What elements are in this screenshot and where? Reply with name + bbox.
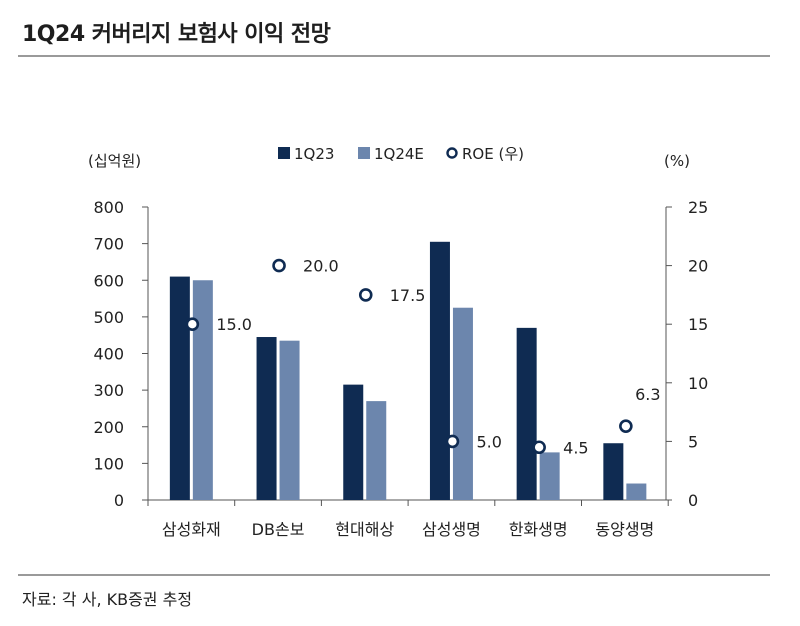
- chart-bars: 삼성화재 DB손보 현대해상 삼성생명 한화생명 동양생명: [162, 241, 654, 539]
- category-label: DB손보: [252, 520, 305, 539]
- right-tick-label: 15: [688, 315, 708, 334]
- right-axis-unit: (%): [664, 152, 690, 170]
- bar-1q23: [256, 337, 277, 500]
- bar-1q24e: [366, 401, 387, 500]
- category-label: 삼성생명: [422, 520, 481, 539]
- left-tick-label: 100: [93, 454, 124, 473]
- right-tick-label: 5: [688, 432, 698, 451]
- left-axis-unit: (십억원): [88, 152, 141, 170]
- footer-divider: [18, 574, 770, 576]
- bar-1q24e: [452, 307, 473, 500]
- bar-1q23: [343, 384, 364, 500]
- left-tick-label: 700: [93, 235, 124, 254]
- source-note: 자료: 각 사, KB증권 추정: [22, 590, 193, 609]
- roe-point: [532, 440, 546, 455]
- roe-point: [272, 258, 286, 273]
- legend-swatch-1q23: [278, 147, 290, 159]
- bar-1q23: [516, 327, 537, 500]
- roe-point: [358, 288, 373, 302]
- chart-axes: 0 100 200 300 400 500 600 700 800 0 5 10 15 20 25 (십억원)…: [88, 152, 708, 510]
- roe-point: [445, 434, 460, 449]
- page-title: 1Q24 커버리지 보험사 이익 전망: [22, 22, 331, 47]
- bar-1q24e: [626, 483, 647, 500]
- roe-label: 20.0: [303, 257, 339, 276]
- bar-1q23: [603, 443, 624, 500]
- roe-label: 15.0: [216, 315, 252, 334]
- legend-label-1q23: 1Q23: [294, 145, 334, 163]
- left-tick-label: 300: [93, 381, 124, 400]
- bar-1q23: [169, 276, 190, 500]
- left-tick-label: 400: [93, 345, 124, 364]
- roe-label: 5.0: [476, 432, 501, 451]
- bar-1q24e: [539, 452, 560, 500]
- left-tick-label: 200: [93, 418, 124, 437]
- legend-swatch-1q24e: [358, 147, 370, 159]
- roe-markers: 15.0 20.0 17.5 5.0 4.5 6.3: [185, 257, 661, 457]
- left-tick-label: 600: [93, 271, 124, 290]
- bar-1q23: [429, 241, 450, 500]
- roe-label: 4.5: [563, 438, 588, 457]
- right-tick-label: 25: [688, 198, 708, 217]
- title-divider: [18, 55, 770, 57]
- bar-1q24e: [279, 340, 300, 500]
- roe-point: [619, 419, 633, 433]
- category-label: 현대해상: [335, 520, 394, 539]
- right-tick-label: 0: [688, 491, 698, 510]
- left-tick-label: 0: [114, 491, 124, 510]
- category-label: 삼성화재: [162, 520, 221, 539]
- bar-1q24e: [192, 280, 213, 500]
- roe-point: [185, 317, 200, 332]
- left-tick-label: 800: [93, 198, 124, 217]
- left-tick-label: 500: [93, 308, 124, 327]
- roe-label: 17.5: [390, 286, 426, 305]
- legend-label-roe: ROE (우): [462, 145, 524, 163]
- legend-label-1q24e: 1Q24E: [374, 145, 424, 163]
- legend-marker-roe: [446, 147, 458, 159]
- category-label: 한화생명: [509, 520, 568, 539]
- roe-label: 6.3: [635, 385, 660, 404]
- category-label: 동양생명: [595, 520, 654, 539]
- right-tick-label: 20: [688, 257, 708, 276]
- right-tick-label: 10: [688, 374, 708, 393]
- chart-legend: 1Q23 1Q24E ROE (우): [278, 145, 524, 163]
